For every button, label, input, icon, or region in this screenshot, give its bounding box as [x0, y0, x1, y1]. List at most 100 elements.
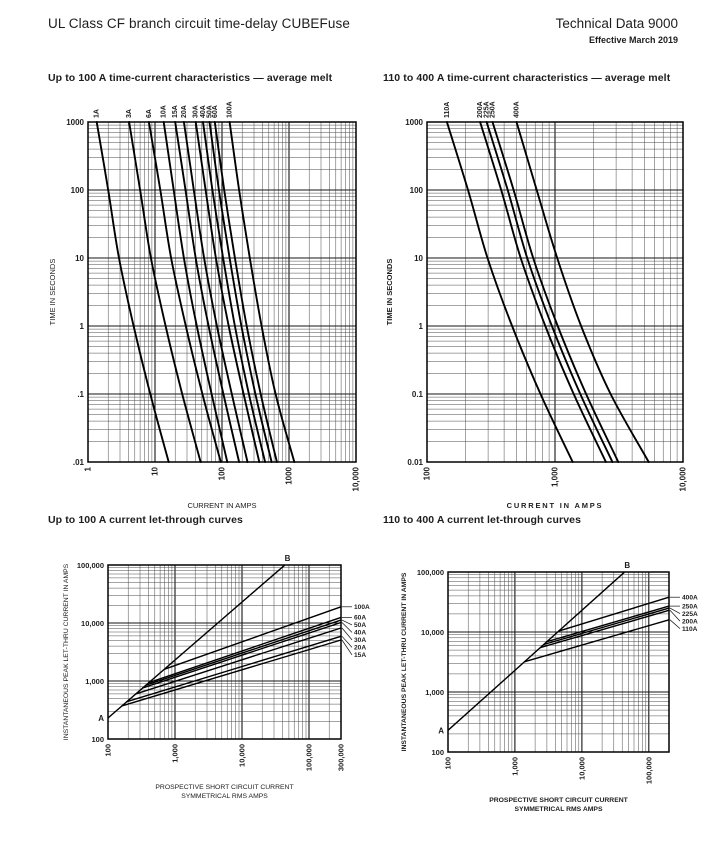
x-tick-label: 100,000 [644, 757, 653, 784]
curve-250A [491, 121, 620, 463]
curve-20A [126, 635, 342, 703]
x-tick-label: 100,000 [305, 744, 314, 771]
x-tick-label: 300,000 [337, 744, 346, 771]
y-tick-label: 0.01 [407, 458, 423, 467]
x-tick-label: 100 [444, 757, 453, 770]
x-tick-label: 10,000 [352, 466, 361, 491]
curve-225A [543, 607, 670, 646]
curve-400A [515, 121, 650, 463]
curve-250A [546, 605, 670, 643]
curve-label-30A: 30A [354, 637, 366, 644]
page-title: UL Class CF branch circuit time-delay CU… [48, 16, 350, 31]
y-tick-label: 1000 [405, 118, 423, 127]
y-tick-label: 0.1 [412, 390, 424, 399]
curve-1A [95, 121, 170, 463]
x-tick-label: 10,000 [578, 757, 587, 780]
curve-label-400A: 400A [514, 101, 521, 118]
header-right: Technical Data 9000 Effective March 2019 [556, 16, 678, 45]
curve-label-6A: 6A [146, 109, 153, 118]
curve-200A [479, 121, 607, 463]
curve-label-225A: 225A [682, 611, 698, 618]
y-tick-label: 1 [419, 322, 424, 331]
curve-label-1A: 1A [94, 109, 101, 118]
curve-110A [445, 121, 574, 463]
curve-15A [174, 121, 241, 463]
x-axis-title: PROSPECTIVE SHORT CIRCUIT CURRENT [155, 784, 293, 791]
y-tick-label: 1000 [66, 118, 84, 127]
curve-label-250A: 250A [682, 603, 698, 610]
x-tick-label: 10,000 [238, 744, 247, 767]
x-axis-title: SYMMETRICAL RMS AMPS [181, 793, 268, 800]
x-tick-label: 1 [84, 466, 93, 471]
curve-label-20A: 20A [181, 105, 188, 118]
y-tick-label: 10,000 [421, 628, 444, 637]
curve-label-200A: 200A [682, 618, 698, 625]
curve-400A [558, 596, 670, 632]
doc-number: Technical Data 9000 [555, 16, 678, 31]
y-tick-label: 1,000 [85, 677, 104, 686]
y-tick-label: 10 [75, 254, 84, 263]
y-tick-label: 100 [71, 186, 85, 195]
curve-label-225A: 225A [484, 101, 491, 118]
x-tick-label: 1,000 [511, 757, 520, 776]
y-axis-title: INSTANTANEOUS PEAK LET-THRU CURRENT IN A… [401, 572, 408, 751]
curve-label-50A: 50A [207, 105, 214, 118]
curve-60A [149, 616, 342, 683]
y-tick-label: 100,000 [417, 568, 444, 577]
section-title-tc-small: Up to 100 A time-current characteristics… [48, 72, 333, 84]
curve-label-40A: 40A [354, 630, 366, 637]
curve-40A [142, 621, 342, 689]
y-tick-label: 1,000 [425, 688, 444, 697]
curve-3A [128, 121, 202, 463]
x-tick-label: 100 [104, 744, 113, 757]
curve-20A [182, 121, 249, 463]
x-axis-title: CURRENT IN AMPS [507, 501, 604, 510]
y-tick-label: .01 [73, 458, 85, 467]
diagonal-b-label: B [624, 561, 630, 570]
y-tick-label: 100,000 [77, 561, 104, 570]
curve-200A [539, 609, 670, 649]
curve-label-250A: 250A [490, 101, 497, 118]
diagonal-a-label: A [98, 714, 104, 723]
y-tick-label: 1 [80, 322, 85, 331]
section-title-lt-small: Up to 100 A current let-through curves [48, 514, 243, 526]
curve-label-60A: 60A [354, 615, 366, 622]
curve-label-30A: 30A [193, 105, 200, 118]
curve-label-10A: 10A [161, 105, 168, 118]
curve-label-110A: 110A [682, 626, 698, 633]
section-title-lt-large: 110 to 400 A current let-through curves [383, 514, 582, 526]
curve-10A [162, 121, 229, 463]
curve-100A [228, 121, 296, 463]
y-tick-label: 10,000 [81, 619, 104, 628]
diagonal-a-label: A [438, 726, 444, 735]
x-tick-label: 1000 [285, 466, 294, 484]
curve-6A [147, 121, 222, 463]
section-title-tc-large: 110 to 400 A time-current characteristic… [383, 72, 671, 84]
curve-30A [135, 627, 342, 695]
x-tick-label: 1,000 [551, 466, 560, 487]
y-tick-label: 100 [91, 735, 104, 744]
x-axis-title: SYMMETRICAL RMS AMPS [515, 806, 603, 813]
curve-100A [163, 606, 342, 670]
curve-label-400A: 400A [682, 594, 698, 601]
diagonal-b-label: B [285, 554, 291, 563]
curve-60A [213, 121, 278, 463]
curve-label-110A: 110A [444, 102, 451, 118]
y-tick-label: .1 [77, 390, 84, 399]
y-axis-title: TIME IN SECONDS [385, 259, 394, 326]
curve-30A [194, 121, 261, 463]
curve-label-20A: 20A [354, 645, 366, 652]
effective-date: Effective March 2019 [588, 35, 678, 45]
curve-label-200A: 200A [477, 101, 484, 118]
curve-label-15A: 15A [354, 652, 366, 659]
x-axis-title: CURRENT IN AMPS [187, 501, 256, 510]
x-tick-label: 1,000 [171, 744, 180, 763]
curve-225A [485, 121, 614, 463]
curve-label-100A: 100A [227, 101, 234, 118]
y-tick-label: 100 [431, 748, 444, 757]
curve-label-60A: 60A [212, 105, 219, 118]
curve-label-50A: 50A [354, 622, 366, 629]
curve-110A [524, 619, 670, 663]
y-axis-title: TIME IN SECONDS [48, 259, 57, 326]
